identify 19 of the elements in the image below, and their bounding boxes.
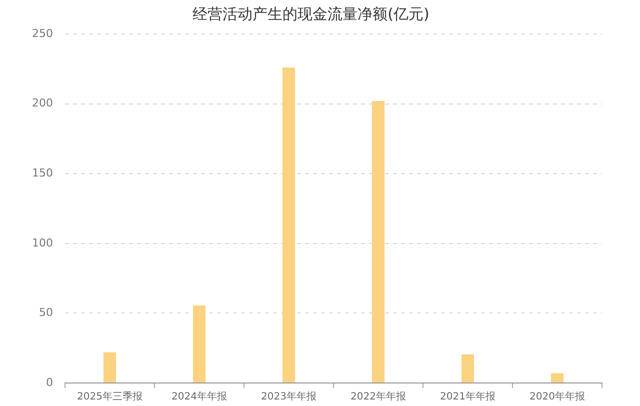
x-tick-label: 2021年年报 (440, 390, 496, 403)
bar (103, 352, 116, 382)
bar (550, 373, 564, 382)
x-tick-label: 2022年年报 (350, 390, 406, 403)
bar (192, 306, 206, 382)
bar (372, 101, 385, 382)
y-tick-label: 200 (32, 96, 53, 110)
y-tick-label: 0 (46, 376, 53, 389)
y-tick-label: 250 (32, 26, 53, 40)
bar (461, 354, 474, 382)
y-tick-label: 150 (32, 166, 53, 180)
bar (282, 68, 296, 382)
x-tick-label: 2023年年报 (261, 390, 316, 403)
y-tick-label: 50 (38, 306, 53, 320)
x-tick-label: 2025年三季报 (77, 390, 142, 403)
x-tick-label: 2024年年报 (172, 390, 227, 403)
x-tick-label: 2020年年报 (530, 390, 585, 403)
chart-title: 经营活动产生的现金流量净额(亿元) (192, 4, 430, 23)
y-tick-label: 100 (32, 236, 53, 250)
